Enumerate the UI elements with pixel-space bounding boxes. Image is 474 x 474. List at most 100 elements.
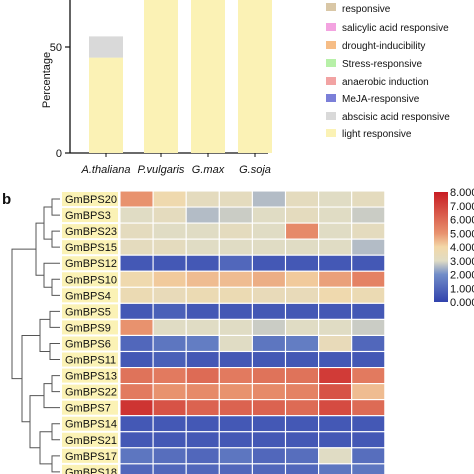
heatmap-cell <box>351 431 386 449</box>
dendrogram-branch <box>49 342 60 361</box>
heatmap-cell <box>152 254 187 272</box>
heatmap-cell <box>284 270 320 288</box>
heatmap-cell <box>351 238 386 256</box>
legend-swatch <box>326 112 336 120</box>
heatmap-cell <box>318 270 353 288</box>
heatmap-cell <box>119 383 154 401</box>
heatmap-cell <box>119 206 154 224</box>
heatmap-cell <box>284 447 320 465</box>
heatmap-cell <box>284 415 320 433</box>
heatmap-cell <box>119 366 154 385</box>
dendrogram-branch <box>51 230 60 248</box>
heatmap-chart: b GmBPS20 GmBPS3 GmBPS23 GmBPS15 GmBPS12 GmBP… <box>2 187 474 474</box>
heatmap-cell <box>218 190 253 208</box>
heatmap-cell <box>218 270 253 288</box>
heatmap-cell <box>351 206 386 224</box>
heatmap-cell <box>351 415 386 433</box>
row-label-bg <box>62 320 118 335</box>
heatmap-cell <box>284 206 320 224</box>
legend-label: MeJA-responsive <box>342 94 420 105</box>
dendrogram-branch <box>11 248 36 380</box>
heatmap-cell <box>185 350 220 369</box>
row-label: GmBPS15 <box>65 242 117 254</box>
heatmap-cell <box>185 318 220 336</box>
heatmap-cell <box>119 254 154 272</box>
bar-segment <box>89 57 123 153</box>
heatmap-cell <box>318 302 353 320</box>
heatmap-cell <box>119 286 154 304</box>
heatmap-cell <box>185 415 220 433</box>
heatmap-cell <box>318 415 353 433</box>
heatmap-cell <box>318 447 353 465</box>
heatmap-cell <box>284 286 320 304</box>
heatmap-cell <box>152 415 187 433</box>
legend-label: responsive <box>342 4 391 15</box>
legend-swatch <box>326 77 336 85</box>
heatmap-cell <box>284 399 320 417</box>
row-label: GmBPS3 <box>65 210 111 222</box>
heatmap-cell <box>251 318 287 336</box>
heatmap-cell <box>152 222 187 240</box>
row-label-bg <box>62 448 118 463</box>
heatmap-cell <box>152 270 187 288</box>
heatmap-cell <box>152 302 187 320</box>
heatmap-cell <box>218 254 253 272</box>
heatmap-cell <box>185 286 220 304</box>
heatmap-cell <box>218 415 253 433</box>
heatmap-cell <box>152 463 187 474</box>
heatmap-cell <box>284 334 320 353</box>
heatmap-cell <box>251 270 287 288</box>
heatmap-cell <box>119 238 154 256</box>
heatmap-cell <box>318 383 353 401</box>
heatmap-cell <box>218 463 253 474</box>
heatmap-cell <box>318 318 353 336</box>
dendrogram-branch <box>21 334 40 423</box>
heatmap-cell <box>119 431 154 449</box>
panel-label-b: b <box>2 191 11 208</box>
heatmap-cell <box>119 318 154 336</box>
heatmap-cell <box>351 302 386 320</box>
heatmap-cell <box>351 254 386 272</box>
legend-label: salicylic acid responsive <box>342 23 449 34</box>
row-label: GmBPS20 <box>65 194 117 206</box>
heatmap-cell <box>251 190 287 208</box>
row-label-bg <box>62 192 118 207</box>
heatmap-cell <box>119 399 154 417</box>
row-label-bg <box>62 256 118 271</box>
heatmap-cell <box>351 463 386 474</box>
heatmap-cell <box>152 431 187 449</box>
legend-swatch <box>326 59 336 67</box>
heatmap-cell <box>318 254 353 272</box>
row-label-bg <box>62 208 118 223</box>
legend-swatch <box>326 94 336 102</box>
heatmap-cell <box>251 334 287 353</box>
row-label: GmBPS10 <box>65 274 117 286</box>
heatmap-cell <box>251 383 287 401</box>
heatmap-cell <box>185 206 220 224</box>
dendrogram-branch <box>39 318 50 352</box>
colorbar-tick-label: 4.000 <box>450 242 474 254</box>
heatmap-cell <box>119 350 154 369</box>
heatmap-cell <box>318 399 353 417</box>
legend-swatch <box>326 23 336 31</box>
heatmap-cell <box>284 190 320 208</box>
colorbar-tick-label: 6.000 <box>450 215 474 227</box>
heatmap-cell <box>284 238 320 256</box>
row-label: GmBPS11 <box>65 355 116 367</box>
heatmap-cell <box>185 190 220 208</box>
row-label-bg <box>62 368 118 383</box>
heatmap-cell <box>119 415 154 433</box>
row-label: GmBPS14 <box>65 419 117 431</box>
heatmap-cell <box>218 399 253 417</box>
row-label: GmBPS6 <box>65 338 111 350</box>
heatmap-cell <box>318 366 353 385</box>
heatmap-cell <box>351 318 386 336</box>
colorbar-gradient <box>434 192 448 302</box>
heatmap-cell <box>119 302 154 320</box>
dendrogram-branch <box>51 455 60 473</box>
row-label-bg <box>62 272 118 287</box>
heatmap-cell <box>152 206 187 224</box>
row-label: GmBPS13 <box>65 371 117 383</box>
heatmap-cell <box>284 302 320 320</box>
